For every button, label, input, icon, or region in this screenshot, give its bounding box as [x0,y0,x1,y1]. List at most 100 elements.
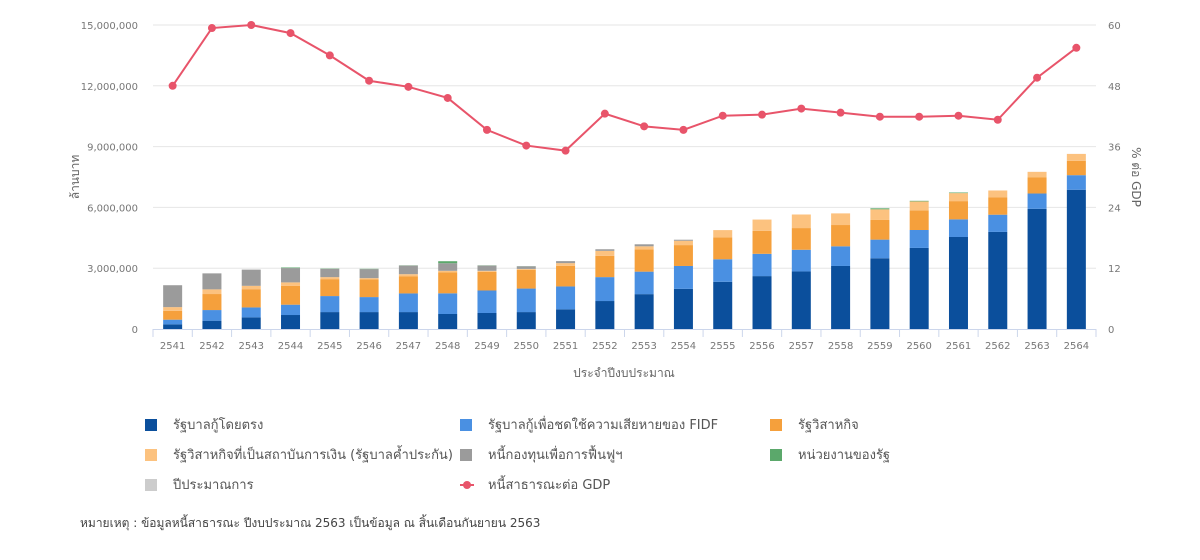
bar-segment [595,255,615,278]
bar-segment [477,290,497,313]
bar-segment [870,219,890,240]
footnote: หมายเหตุ : ข้อมูลหนี้สาธารณะ ปีงบประมาณ … [80,516,541,530]
bar-segment [202,289,222,295]
legend-item[interactable]: รัฐบาลกู้เพื่อชดใช้ความเสียหายของ FIDF [460,414,718,435]
bar-segment [713,230,733,238]
legend-item[interactable]: หนี้กองทุนเพื่อการฟื้นฟูฯ [460,444,623,465]
y2-tick-label: 12 [1108,264,1121,275]
bar-segment [988,190,1008,198]
bar-segment [163,324,183,329]
bar-segment [359,278,379,280]
x-tick-label: 2550 [514,341,539,352]
x-tick-label: 2541 [160,341,185,352]
legend-item[interactable]: รัฐวิสาหกิจ [770,414,859,435]
bar-segment [634,249,654,272]
bar-segment [202,294,222,311]
gdp-ratio-point [836,108,845,117]
bar-segment [634,294,654,329]
y-tick-label: 6,000,000 [87,203,138,214]
gdp-ratio-point [365,76,374,85]
legend-item[interactable]: หนี้สาธารณะต่อ GDP [460,474,610,495]
x-tick-label: 2558 [828,341,853,352]
bar-segment [163,307,183,311]
bar-segment [556,309,576,329]
gdp-ratio-point [247,21,256,29]
bar-segment [281,282,301,286]
bar-segment [1027,177,1047,194]
y2-tick-label: 24 [1108,203,1121,214]
gdp-ratio-point [207,24,216,33]
bar-segment [438,261,458,264]
legend-item[interactable]: รัฐบาลกู้โดยตรง [145,414,263,435]
legend-item[interactable]: หน่วยงานของรัฐ [770,444,890,465]
bar-segment [516,268,536,270]
bar-segment [791,249,811,272]
bar-segment [988,231,1008,329]
bar-segment [870,258,890,329]
y2-tick-label: 48 [1108,82,1121,93]
bar-segment [516,288,536,313]
bar-segment [909,210,929,230]
bar-segment [202,310,222,321]
gdp-ratio-point [679,125,688,134]
y-tick-label: 9,000,000 [87,143,138,154]
x-tick-label: 2561 [946,341,971,352]
bar-segment [634,246,654,250]
bar-segment [241,317,261,329]
y2-tick-label: 36 [1108,143,1121,154]
x-tick-label: 2562 [985,341,1010,352]
bar-segment [713,281,733,329]
gdp-ratio-point [482,125,491,134]
bar-segment [241,307,261,318]
y-tick-label: 12,000,000 [81,82,138,93]
legend-item[interactable]: รัฐวิสาหกิจที่เป็นสถาบันการเงิน (รัฐบาลค… [145,444,453,465]
x-tick-label: 2559 [867,341,892,352]
color-swatch-icon [145,448,157,461]
bar-segment [516,312,536,329]
x-tick-label: 2560 [906,341,931,352]
bar-segment [1066,153,1086,161]
bar-segment [438,263,458,271]
bar-segment [281,267,301,269]
bar-segment [163,285,183,308]
bar-segment [673,245,693,266]
x-tick-label: 2563 [1024,341,1049,352]
bar-segment [477,312,497,329]
gdp-ratio-point [875,112,884,121]
bar-segment [320,296,340,313]
bar-segment [241,285,261,290]
x-tick-label: 2547 [396,341,421,352]
color-swatch-icon [770,418,782,431]
bar-segment [673,265,693,289]
bar-segment [988,197,1008,215]
bar-segment [398,276,418,294]
bar-segment [948,192,968,194]
legend-item[interactable]: ปีประมาณการ [145,474,254,495]
bar-segment [1066,189,1086,329]
gdp-ratio-line [171,23,1077,152]
line-marker-icon [460,479,474,491]
legend-label: หน่วยงานของรัฐ [798,448,891,463]
bar-segment [556,261,576,264]
bar-segment [556,263,576,266]
bar-segment [791,271,811,329]
bar-segment [713,237,733,260]
x-tick-label: 2551 [553,341,578,352]
y-axis-title: ล้านบาท [68,155,82,200]
color-swatch-icon [460,418,472,431]
x-axis-title: ประจำปีงบประมาณ [573,366,675,380]
bar-segment [713,259,733,282]
bar-segment [948,201,968,220]
y-tick-label: 3,000,000 [87,264,138,275]
x-tick-label: 2545 [317,341,342,352]
bar-segment [281,268,301,283]
gdp-ratio-point [993,115,1002,124]
bar-segment [831,225,851,247]
x-tick-label: 2553 [631,341,656,352]
y2-axis-title: % ต่อ GDP [1129,147,1143,207]
bar-segment [320,279,340,297]
bar-segment [909,200,929,202]
color-swatch-icon [145,478,157,491]
bar-segment [477,265,497,271]
legend-label: รัฐบาลกู้โดยตรง [173,418,264,433]
